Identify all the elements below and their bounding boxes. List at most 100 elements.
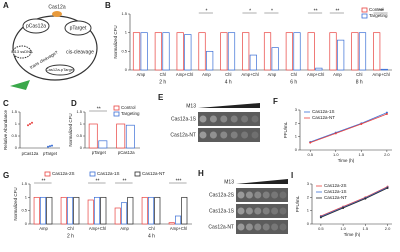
y-axis-label: PFU/mL	[283, 121, 288, 138]
protein	[52, 11, 62, 17]
plaque-spot	[271, 223, 279, 231]
plaque-spot	[230, 131, 238, 139]
point	[49, 145, 51, 148]
x-tick-label: 1.0	[340, 226, 346, 231]
x-tick-label: Amp+Chl	[170, 226, 187, 231]
bar	[87, 199, 94, 225]
plaque-spot	[245, 223, 253, 231]
panel-label: I	[291, 171, 293, 180]
complex-label: Cas12a-pTarget	[46, 67, 75, 72]
y-tick-label: 1	[80, 121, 83, 126]
plaque-spot	[237, 223, 245, 231]
legend-label: Cas12a-1S	[312, 109, 335, 114]
x-tick-label: 0.5	[307, 152, 313, 157]
bar	[181, 196, 188, 225]
bar	[140, 32, 148, 71]
plaque-spot	[209, 131, 217, 139]
group-label: 4 h	[148, 233, 155, 239]
x-tick-label: Chl	[291, 72, 297, 77]
phage-label: M13	[224, 179, 234, 185]
x-tick-label: 2.0	[385, 226, 391, 231]
legend-label: Cas12a-NT	[142, 171, 165, 176]
significance: **	[123, 178, 127, 184]
x-tick-label: Amp	[202, 72, 211, 77]
point	[386, 187, 389, 189]
x-tick-label: 1.5	[363, 226, 369, 231]
significance: *	[205, 8, 207, 14]
x-axis-label: Time (h)	[338, 158, 355, 163]
significance: ***	[176, 178, 182, 184]
bar	[337, 39, 345, 71]
x-tick-label: Amp	[268, 72, 277, 77]
panel-label: B	[105, 1, 111, 10]
plaque-spot	[199, 115, 207, 123]
x-tick-label: Amp	[39, 226, 48, 231]
group-label: 2 h	[67, 233, 74, 239]
bar	[116, 123, 126, 149]
bar	[148, 196, 155, 225]
group-label: 4 h	[225, 79, 232, 85]
plaque-spot	[262, 223, 270, 231]
legend-swatch	[113, 111, 120, 117]
significance: **	[42, 178, 46, 184]
bar	[220, 32, 228, 71]
group-label: 8 h	[356, 79, 363, 85]
significance: **	[96, 178, 100, 184]
y-tick-label: 1	[25, 194, 28, 199]
plaque-spot	[237, 207, 245, 215]
bar	[88, 123, 98, 149]
x-tick-label: Amp+Chl	[89, 226, 106, 231]
plaque-spot	[251, 131, 259, 139]
bar	[249, 54, 257, 71]
plaque-spot	[241, 131, 249, 139]
row-label: Cas12a-NT	[208, 224, 234, 230]
bar	[351, 32, 359, 71]
x-tick-label: 1.5	[359, 152, 365, 157]
x-tick-label: Amp+Chl	[176, 72, 193, 77]
plaque-spot	[237, 191, 245, 199]
plate-row	[236, 204, 288, 218]
point	[360, 123, 363, 125]
plaque-spot	[279, 207, 287, 215]
plate-row	[198, 128, 260, 142]
y-axis-label: Normalized CFU	[113, 25, 118, 58]
panel-label: D	[71, 99, 77, 108]
plaque-spot	[271, 191, 279, 199]
plaque-spot	[209, 115, 217, 123]
y-tick-label: 2	[307, 194, 310, 199]
y-tick-label: 0	[125, 67, 128, 72]
panel-a: A pCas12a Cas12a pTarget M13 ssDNA trans…	[3, 1, 98, 90]
legend-label: Cas12a-2S	[52, 171, 75, 176]
plate-row	[236, 220, 288, 234]
y-tick-label: 0	[295, 147, 298, 152]
x-axis-label: Time (h)	[344, 232, 361, 237]
legend-label: Cas12a-NT	[312, 115, 335, 120]
x-tick-label: Chl	[160, 72, 166, 77]
bar	[206, 50, 214, 71]
x-tick-label: pTarget	[43, 151, 58, 156]
legend-label: Targeting	[369, 13, 388, 18]
y-tick-label: 0.5	[76, 133, 82, 138]
y-tick-label: 1.5	[121, 11, 127, 16]
x-tick-label: Chl	[148, 226, 154, 231]
bar	[162, 32, 170, 71]
plaque-spot	[220, 131, 228, 139]
significance: *	[271, 8, 273, 14]
x-tick-label: 0.5	[318, 226, 324, 231]
y-axis-label: Normalized CFU	[68, 113, 73, 146]
x-tick-label: Chl	[356, 72, 362, 77]
y-tick-label: 0.5	[21, 208, 27, 213]
bar	[198, 32, 206, 71]
x-tick-label: Amp	[120, 226, 129, 231]
y-tick-label: 3	[295, 107, 298, 112]
significance: **	[314, 8, 318, 14]
bar	[175, 215, 182, 225]
bar	[120, 202, 128, 225]
row-label: Cas12a-1S	[209, 208, 235, 214]
y-tick-label: 1.5	[76, 109, 82, 114]
bar	[141, 196, 148, 225]
y-tick-label: 0.5	[11, 133, 17, 138]
bar	[184, 34, 192, 71]
plaque-spot	[254, 207, 262, 215]
plaque-spot	[220, 115, 228, 123]
